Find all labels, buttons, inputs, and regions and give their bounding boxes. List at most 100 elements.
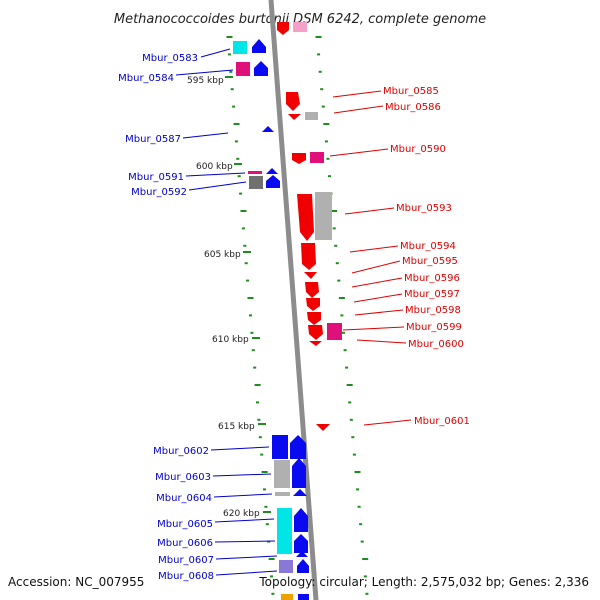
kbp-tick-595 [225, 76, 233, 78]
label-Mbur_0585[interactable]: Mbur_0585 [383, 86, 439, 97]
label-Mbur_0584[interactable]: Mbur_0584 [118, 73, 174, 84]
right-track-tick [349, 418, 353, 421]
label-Mbur_0591[interactable]: Mbur_0591 [128, 172, 184, 183]
gene-0604-gray[interactable] [275, 492, 290, 496]
gene-0599-red[interactable] [308, 325, 323, 340]
label-Mbur_0593[interactable]: Mbur_0593 [396, 203, 452, 214]
gene-0583-blue[interactable] [252, 39, 266, 53]
leader-Mbur_0597 [353, 293, 403, 303]
gene-0592-gray[interactable] [249, 176, 263, 189]
left-track-tick [261, 471, 268, 473]
gene-0592-blue[interactable] [266, 175, 280, 188]
gene-0586-gray[interactable] [305, 112, 318, 120]
gene-0593-gray[interactable] [315, 192, 332, 240]
leader-Mbur_0594 [349, 245, 399, 253]
left-track-tick [226, 36, 233, 38]
right-track-tick [351, 436, 355, 439]
gene-0607-blue[interactable] [296, 551, 308, 557]
label-Mbur_0603[interactable]: Mbur_0603 [155, 472, 211, 483]
left-track-tick [256, 401, 259, 404]
label-Mbur_0592[interactable]: Mbur_0592 [131, 187, 187, 198]
left-track-tick [264, 505, 268, 508]
right-track-tick [324, 140, 328, 143]
label-Mbur_0601[interactable]: Mbur_0601 [414, 416, 470, 427]
gene-0603-blue[interactable] [292, 458, 306, 488]
gene-0594-red[interactable] [301, 243, 316, 270]
gene-0605-cyan[interactable] [277, 508, 292, 554]
kbp-tick-605 [243, 251, 251, 253]
gene-features [233, 22, 342, 600]
gene-0590-magenta[interactable] [310, 152, 324, 163]
right-track-tick [334, 244, 338, 247]
left-track-tick [268, 558, 275, 560]
gene-0595-red[interactable] [304, 272, 317, 279]
label-Mbur_0599[interactable]: Mbur_0599 [406, 322, 462, 333]
right-track-tick [326, 157, 330, 160]
leader-Mbur_0593 [344, 207, 395, 215]
label-Mbur_0607[interactable]: Mbur_0607 [158, 555, 214, 566]
gene-0590-red[interactable] [292, 153, 306, 164]
left-track-tick [265, 523, 269, 526]
label-Mbur_0596[interactable]: Mbur_0596 [404, 273, 460, 284]
gene-0608-blue[interactable] [297, 559, 309, 573]
leader-Mbur_0608 [215, 570, 278, 576]
left-track-tick [232, 105, 236, 108]
label-Mbur_0605[interactable]: Mbur_0605 [157, 519, 213, 530]
label-Mbur_0590[interactable]: Mbur_0590 [390, 144, 446, 155]
label-Mbur_0600[interactable]: Mbur_0600 [408, 339, 464, 350]
right-gene-labels: Mbur_0585 Mbur_0586 Mbur_0590 Mbur_0593 … [329, 86, 470, 427]
map-title: Methanococcoides burtonii DSM 6242, comp… [114, 12, 486, 27]
label-Mbur_0587[interactable]: Mbur_0587 [125, 134, 181, 145]
kbp-tick-610 [252, 337, 260, 339]
label-Mbur_0598[interactable]: Mbur_0598 [405, 305, 461, 316]
gene-top-stub-red[interactable] [277, 22, 289, 35]
gene-top-stub-pink[interactable] [293, 22, 307, 32]
gene-bottom-blue[interactable] [298, 594, 309, 600]
right-track-tick [354, 471, 361, 473]
gene-0591-magenta[interactable] [248, 171, 262, 174]
gene-0608-lavender[interactable] [279, 560, 293, 573]
leader-Mbur_0607 [215, 555, 278, 560]
kbp-tick-615 [258, 423, 266, 425]
leader-Mbur_0601 [363, 419, 412, 426]
left-track-tick [233, 123, 240, 125]
label-Mbur_0594[interactable]: Mbur_0594 [400, 241, 456, 252]
left-gene-labels: Mbur_0583 Mbur_0584 Mbur_0587 Mbur_0591 … [118, 48, 278, 582]
gene-0596-red[interactable] [305, 282, 319, 298]
gene-0603-gray[interactable] [274, 460, 290, 488]
label-Mbur_0604[interactable]: Mbur_0604 [156, 493, 212, 504]
gene-0604-blue[interactable] [293, 489, 307, 496]
gene-0593-red[interactable] [297, 194, 314, 241]
label-Mbur_0586[interactable]: Mbur_0586 [385, 102, 441, 113]
gene-0606-blue[interactable] [294, 534, 308, 553]
right-track-tick [331, 210, 338, 212]
gene-0583-cyan[interactable] [233, 41, 247, 54]
gene-0584-blue[interactable] [254, 61, 268, 76]
gene-0585-red[interactable] [286, 92, 300, 111]
right-track-tick [342, 331, 345, 334]
gene-0602-blue[interactable] [272, 435, 288, 459]
label-Mbur_0602[interactable]: Mbur_0602 [153, 446, 209, 457]
accession-label: Accession: NC_007955 [8, 575, 144, 589]
gene-0600-red[interactable] [309, 341, 322, 346]
gene-0599-magenta[interactable] [327, 323, 342, 340]
leader-Mbur_0586 [333, 105, 384, 114]
gene-bottom-orange[interactable] [281, 594, 293, 600]
label-Mbur_0597[interactable]: Mbur_0597 [404, 289, 460, 300]
gene-0591-blue[interactable] [266, 168, 278, 174]
gene-0598-red[interactable] [307, 312, 321, 325]
left-track-tick [263, 488, 266, 491]
label-Mbur_0583[interactable]: Mbur_0583 [142, 53, 198, 64]
gene-0605-blue[interactable] [294, 508, 308, 532]
leader-Mbur_0583 [200, 48, 231, 58]
gene-0597-red[interactable] [306, 298, 320, 311]
gene-0601-red[interactable] [316, 424, 330, 431]
gene-0602-blue-arrow[interactable] [290, 435, 306, 459]
label-Mbur_0606[interactable]: Mbur_0606 [157, 538, 213, 549]
gene-0587-blue[interactable] [262, 126, 274, 132]
label-Mbur_0595[interactable]: Mbur_0595 [402, 256, 458, 267]
gene-0586-red[interactable] [288, 114, 301, 120]
label-Mbur_0608[interactable]: Mbur_0608 [158, 571, 214, 582]
gene-0584-magenta[interactable] [236, 62, 250, 76]
